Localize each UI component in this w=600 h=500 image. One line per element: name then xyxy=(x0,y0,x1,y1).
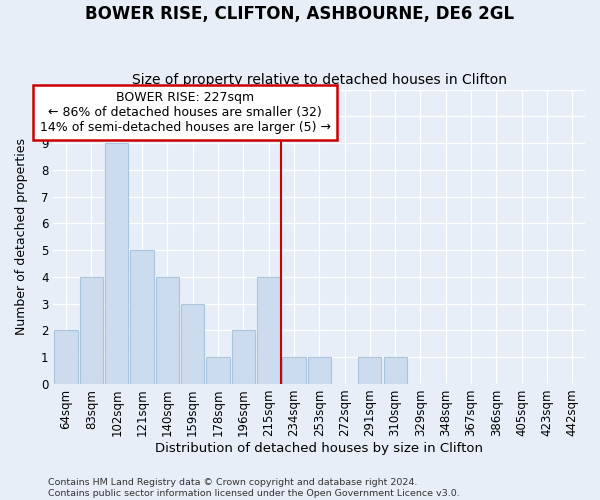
Bar xyxy=(232,330,255,384)
Bar xyxy=(155,277,179,384)
Bar xyxy=(80,277,103,384)
Bar xyxy=(358,357,382,384)
Y-axis label: Number of detached properties: Number of detached properties xyxy=(15,138,28,336)
X-axis label: Distribution of detached houses by size in Clifton: Distribution of detached houses by size … xyxy=(155,442,483,455)
Title: Size of property relative to detached houses in Clifton: Size of property relative to detached ho… xyxy=(132,73,507,87)
Bar xyxy=(257,277,280,384)
Bar xyxy=(105,143,128,384)
Bar xyxy=(282,357,305,384)
Text: BOWER RISE: 227sqm
← 86% of detached houses are smaller (32)
14% of semi-detache: BOWER RISE: 227sqm ← 86% of detached hou… xyxy=(40,91,331,134)
Text: Contains HM Land Registry data © Crown copyright and database right 2024.
Contai: Contains HM Land Registry data © Crown c… xyxy=(48,478,460,498)
Bar xyxy=(383,357,407,384)
Bar xyxy=(55,330,78,384)
Bar xyxy=(206,357,230,384)
Bar xyxy=(308,357,331,384)
Bar xyxy=(181,304,204,384)
Bar xyxy=(130,250,154,384)
Text: BOWER RISE, CLIFTON, ASHBOURNE, DE6 2GL: BOWER RISE, CLIFTON, ASHBOURNE, DE6 2GL xyxy=(85,5,515,23)
